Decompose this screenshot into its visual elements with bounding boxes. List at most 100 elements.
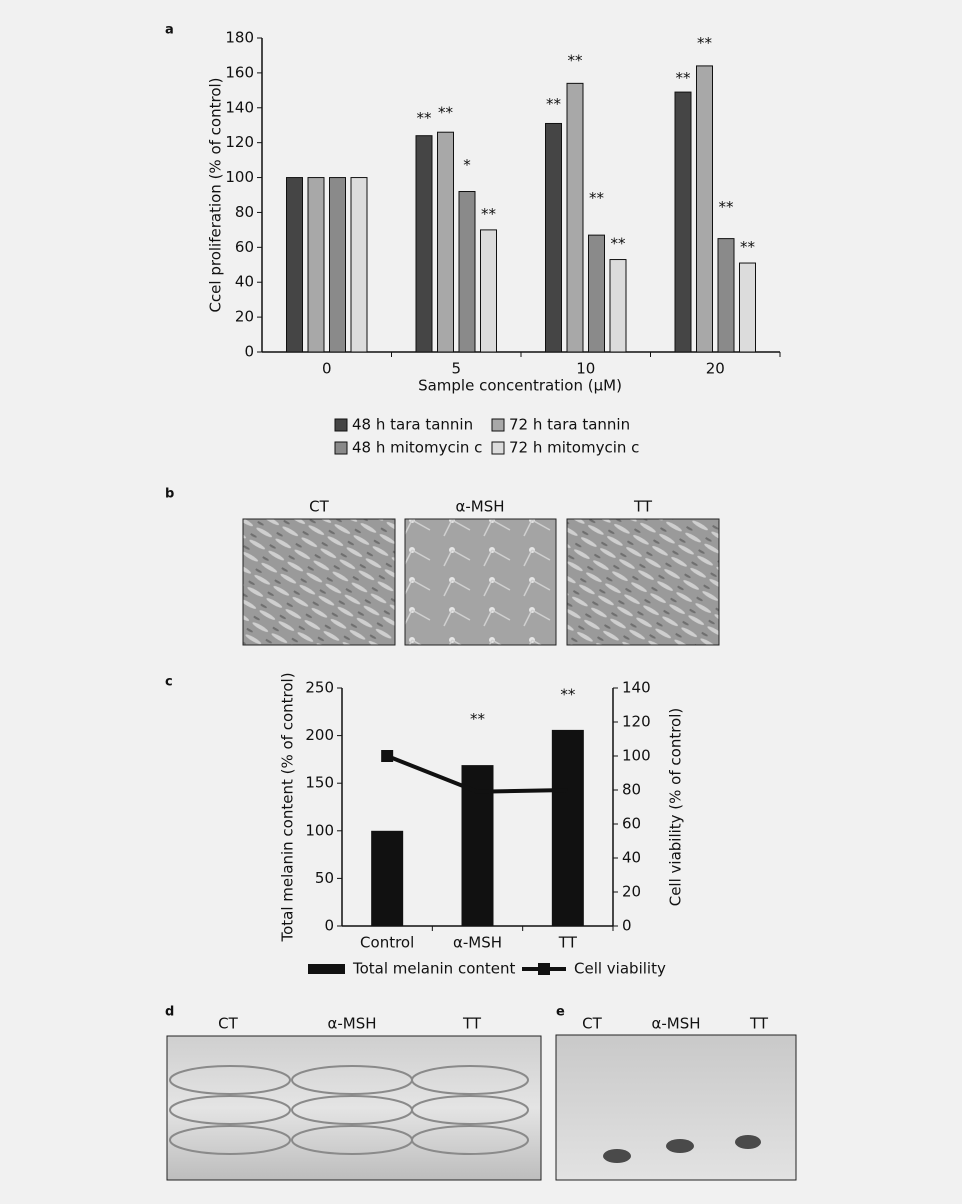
significance: ** <box>481 205 497 223</box>
y2-tick-label: 140 <box>622 679 651 697</box>
bar <box>307 177 325 353</box>
significance: ** <box>589 189 605 207</box>
y2-tick-label: 80 <box>622 781 641 799</box>
x-tick-label: 10 <box>576 360 595 378</box>
x-tick-label: α-MSH <box>453 934 502 952</box>
micrograph <box>242 518 396 646</box>
bar <box>371 830 404 926</box>
x-tick-label: Control <box>360 934 414 952</box>
y-tick-label: 120 <box>225 133 254 151</box>
y-tick-label: 100 <box>305 821 334 839</box>
legend-swatch <box>491 418 505 432</box>
panel-label: e <box>556 1005 565 1020</box>
x-tick-label: 0 <box>322 360 332 378</box>
legend-label: 48 h mitomycin c <box>352 439 482 457</box>
legend-swatch <box>308 964 345 974</box>
legend-label: 72 h mitomycin c <box>509 439 639 457</box>
panel-label: a <box>165 23 174 38</box>
y-tick-label: 50 <box>315 869 334 887</box>
y-tick-label: 0 <box>324 917 334 935</box>
caption: TT <box>633 498 653 516</box>
x-axis-title: Sample concentration (μM) <box>418 377 622 395</box>
significance: ** <box>719 198 735 216</box>
photo <box>555 1034 797 1181</box>
y-tick-label: 40 <box>235 273 254 291</box>
panel-label: d <box>165 1005 174 1020</box>
y-tick-label: 150 <box>305 774 334 792</box>
y-tick-label: 250 <box>305 679 334 697</box>
significance: ** <box>470 710 486 728</box>
caption: CT <box>309 498 329 516</box>
significance: ** <box>697 34 713 52</box>
y-tick-label: 200 <box>305 726 334 744</box>
significance: ** <box>740 238 756 256</box>
y2-tick-label: 60 <box>622 815 641 833</box>
y-axis-title: Total melanin content (% of control) <box>279 672 297 942</box>
caption: α-MSH <box>651 1015 700 1033</box>
significance: ** <box>568 51 584 69</box>
panel-label: c <box>165 675 173 690</box>
bar <box>480 229 497 353</box>
significance: ** <box>417 109 433 127</box>
bar <box>566 82 584 353</box>
y2-tick-label: 20 <box>622 883 641 901</box>
y-tick-label: 160 <box>225 63 254 81</box>
y-tick-label: 20 <box>235 308 254 326</box>
bar <box>696 65 713 353</box>
bar <box>437 131 454 353</box>
bar <box>674 91 692 353</box>
bar <box>739 262 756 353</box>
y-tick-label: 100 <box>225 168 254 186</box>
bar <box>551 729 584 926</box>
caption: TT <box>749 1015 769 1033</box>
y2-tick-label: 120 <box>622 713 651 731</box>
legend-swatch <box>334 441 348 455</box>
legend-swatch <box>491 441 505 455</box>
legend-label: Total melanin content <box>352 960 515 978</box>
micrograph <box>566 518 720 646</box>
legend-label: 48 h tara tannin <box>352 416 473 434</box>
y-tick-label: 0 <box>244 343 254 361</box>
dishes <box>169 1065 529 1155</box>
x-tick-label: 20 <box>706 360 725 378</box>
micrograph <box>404 518 557 646</box>
y2-tick-label: 100 <box>622 747 651 765</box>
bar <box>329 177 346 353</box>
marker <box>381 750 394 762</box>
caption: α-MSH <box>327 1015 376 1033</box>
significance: ** <box>546 95 562 113</box>
bar <box>350 177 368 353</box>
significance: ** <box>560 685 576 703</box>
caption: CT <box>218 1015 238 1033</box>
legend-label: Cell viability <box>574 960 666 978</box>
bar <box>458 191 476 353</box>
bar <box>286 177 303 353</box>
panel-label: b <box>165 487 174 502</box>
y-tick-label: 180 <box>225 29 254 47</box>
significance: ** <box>676 69 692 87</box>
x-tick-label: TT <box>558 934 578 952</box>
bar <box>588 234 605 353</box>
legend-label: 72 h tara tannin <box>509 416 630 434</box>
legend-swatch <box>334 418 348 432</box>
pellets <box>603 1135 761 1163</box>
bar <box>717 238 735 353</box>
caption: CT <box>582 1015 602 1033</box>
legend-marker <box>538 963 550 975</box>
x-tick-label: 5 <box>451 360 461 378</box>
y-tick-label: 140 <box>225 98 254 116</box>
bar <box>609 259 627 353</box>
significance: ** <box>611 235 627 253</box>
bar <box>415 135 433 353</box>
y-axis-title: Ccel proliferation (% of control) <box>207 77 225 312</box>
significance: * <box>463 156 471 174</box>
y-tick-label: 80 <box>235 203 254 221</box>
y-tick-label: 60 <box>235 238 254 256</box>
caption: α-MSH <box>455 498 504 516</box>
photo <box>166 1035 542 1181</box>
y2-tick-label: 0 <box>622 917 632 935</box>
y2-axis-title: Cell viability (% of control) <box>667 708 685 907</box>
caption: TT <box>462 1015 482 1033</box>
bar <box>545 122 562 353</box>
